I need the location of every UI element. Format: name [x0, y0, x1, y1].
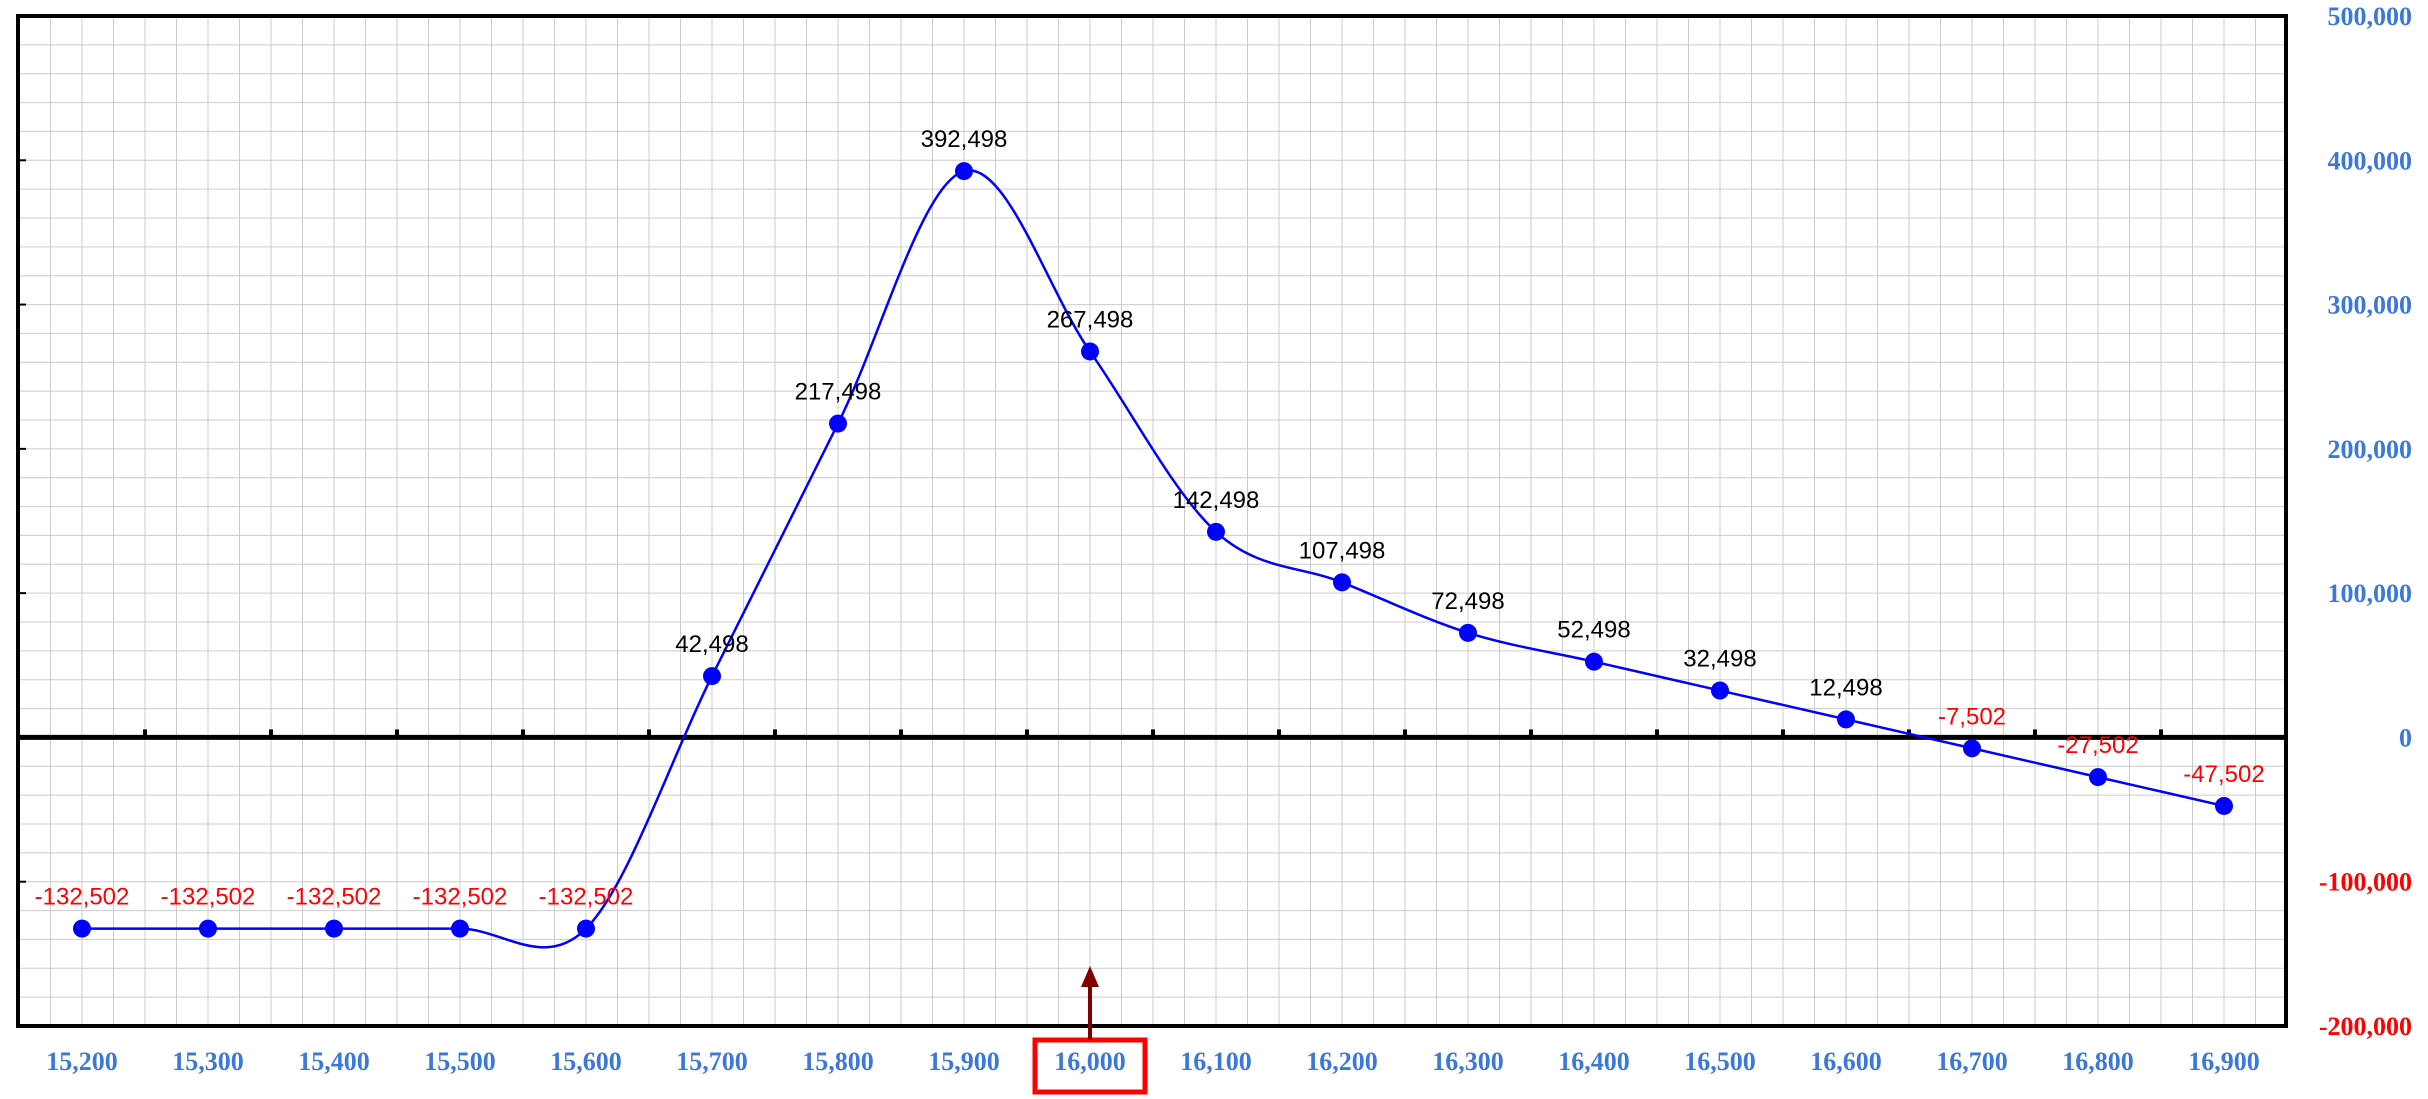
- data-label: -132,502: [161, 884, 256, 911]
- data-label: -132,502: [539, 884, 634, 911]
- data-point: [1333, 573, 1351, 592]
- y-tick-label: 0: [2399, 723, 2412, 752]
- data-point: [1837, 710, 1855, 729]
- x-tick-label: 16,500: [1684, 1047, 1756, 1076]
- data-points: [73, 162, 2233, 938]
- data-point: [1585, 652, 1603, 671]
- data-point: [199, 919, 217, 938]
- data-label: 32,498: [1683, 646, 1756, 673]
- data-label: 42,498: [675, 631, 748, 658]
- data-point: [829, 414, 847, 433]
- data-point: [1711, 681, 1729, 700]
- data-label: 107,498: [1299, 537, 1386, 564]
- x-tick-label: 16,600: [1810, 1047, 1882, 1076]
- x-tick-label: 16,000: [1054, 1047, 1126, 1076]
- grid: [18, 15, 2286, 1027]
- x-tick-label: 15,300: [172, 1047, 244, 1076]
- x-tick-labels: 15,200 15,300 15,400 15,500 15,600 15,700 15,8…: [46, 1047, 2260, 1076]
- y-tick-label: 500,000: [2328, 2, 2413, 31]
- data-label: 142,498: [1173, 487, 1260, 514]
- x-tick-label: 15,500: [424, 1047, 496, 1076]
- x-tick-label: 16,400: [1558, 1047, 1630, 1076]
- data-label: -132,502: [287, 884, 382, 911]
- x-tick-label: 15,600: [550, 1047, 622, 1076]
- y-tick-label: 100,000: [2328, 579, 2413, 608]
- x-tick-label: 16,700: [1936, 1047, 2008, 1076]
- data-label: 72,498: [1431, 588, 1504, 615]
- data-label: -132,502: [35, 884, 130, 911]
- y-tick-label: -100,000: [2319, 868, 2412, 897]
- data-point: [2089, 768, 2107, 787]
- y-tick-label: 300,000: [2328, 291, 2413, 320]
- y-tick-labels: 500,000 400,000 300,000 200,000 100,000 0 -100…: [2319, 2, 2412, 1041]
- x-tick-label: 15,700: [676, 1047, 748, 1076]
- x-tick-label: 16,300: [1432, 1047, 1504, 1076]
- data-labels: -132,502 -132,502 -132,502 -132,502 -132,502…: [35, 126, 2265, 911]
- data-label: 217,498: [795, 379, 882, 406]
- x-tick-label: 15,800: [802, 1047, 874, 1076]
- data-point: [325, 919, 343, 938]
- data-point: [1081, 342, 1099, 361]
- data-label: 52,498: [1557, 617, 1630, 644]
- x-tick-label: 15,900: [928, 1047, 1000, 1076]
- data-point: [2215, 796, 2233, 815]
- highlight-arrow-head: [1081, 966, 1099, 987]
- y-tick-label: -200,000: [2319, 1012, 2412, 1041]
- data-point: [955, 162, 973, 181]
- x-tick-label: 15,400: [298, 1047, 370, 1076]
- data-label: -47,502: [2183, 761, 2264, 788]
- plot-border: [16, 14, 2288, 1028]
- axes: [16, 14, 2288, 1028]
- x-tick-label: 16,900: [2188, 1047, 2260, 1076]
- data-label: 267,498: [1047, 306, 1134, 333]
- x-tick-label: 16,800: [2062, 1047, 2134, 1076]
- data-label: 392,498: [921, 126, 1008, 153]
- y-tick-label: 200,000: [2328, 435, 2413, 464]
- data-label: -27,502: [2057, 732, 2138, 759]
- data-point: [1459, 623, 1477, 642]
- y-tick-label: 400,000: [2328, 146, 2413, 175]
- data-point: [1963, 739, 1981, 758]
- data-label: -132,502: [413, 884, 508, 911]
- x-tick-label: 16,200: [1306, 1047, 1378, 1076]
- data-label: -7,502: [1938, 703, 2006, 730]
- highlight-marker: [1032, 966, 1148, 1095]
- data-label: 12,498: [1809, 674, 1882, 701]
- x-tick-label: 15,200: [46, 1047, 118, 1076]
- data-point: [703, 667, 721, 686]
- data-point: [577, 919, 595, 938]
- x-tick-label: 16,100: [1180, 1047, 1252, 1076]
- data-point: [73, 919, 91, 938]
- data-point: [1207, 522, 1225, 541]
- data-point: [451, 919, 469, 938]
